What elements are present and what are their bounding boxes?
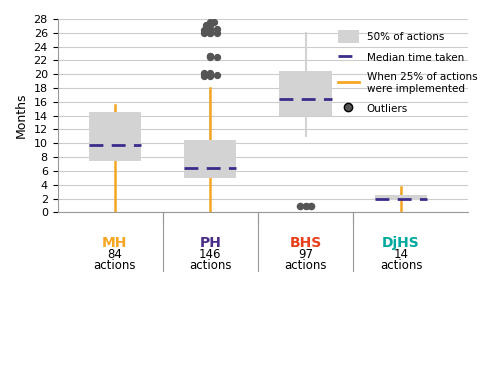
Text: actions: actions [284, 259, 327, 271]
Point [206, 19, 214, 25]
Point [296, 203, 304, 209]
Point [206, 72, 214, 78]
Point [200, 73, 207, 79]
Y-axis label: Months: Months [15, 93, 28, 138]
Text: 14: 14 [394, 248, 408, 261]
Point [210, 19, 218, 25]
Point [206, 53, 214, 59]
Point [206, 22, 214, 28]
Text: DjHS: DjHS [382, 237, 420, 251]
Point [202, 22, 210, 28]
Text: actions: actions [380, 259, 422, 271]
Point [206, 70, 214, 76]
Point [206, 53, 214, 59]
Point [302, 203, 310, 209]
Legend: 50% of actions, Median time taken, When 25% of actions
were implemented, Outlier: 50% of actions, Median time taken, When … [338, 30, 478, 115]
Text: 97: 97 [298, 248, 313, 261]
Point [206, 30, 214, 36]
Point [213, 72, 221, 78]
Point [206, 31, 214, 37]
Text: 146: 146 [199, 248, 222, 261]
FancyBboxPatch shape [280, 71, 332, 116]
Point [302, 203, 310, 209]
Text: actions: actions [189, 259, 232, 271]
Point [206, 27, 214, 33]
Point [206, 54, 214, 60]
FancyBboxPatch shape [375, 195, 428, 200]
Point [206, 26, 214, 32]
Point [213, 54, 221, 60]
FancyBboxPatch shape [88, 112, 141, 161]
Point [308, 203, 316, 209]
Point [200, 70, 207, 76]
Point [206, 73, 214, 79]
Text: BHS: BHS [290, 237, 322, 251]
Text: MH: MH [102, 237, 128, 251]
Point [213, 26, 221, 32]
Text: 84: 84 [108, 248, 122, 261]
Point [200, 27, 207, 33]
Point [213, 30, 221, 36]
Text: PH: PH [200, 237, 221, 251]
FancyBboxPatch shape [184, 140, 236, 178]
Text: actions: actions [94, 259, 136, 271]
Point [200, 31, 207, 37]
